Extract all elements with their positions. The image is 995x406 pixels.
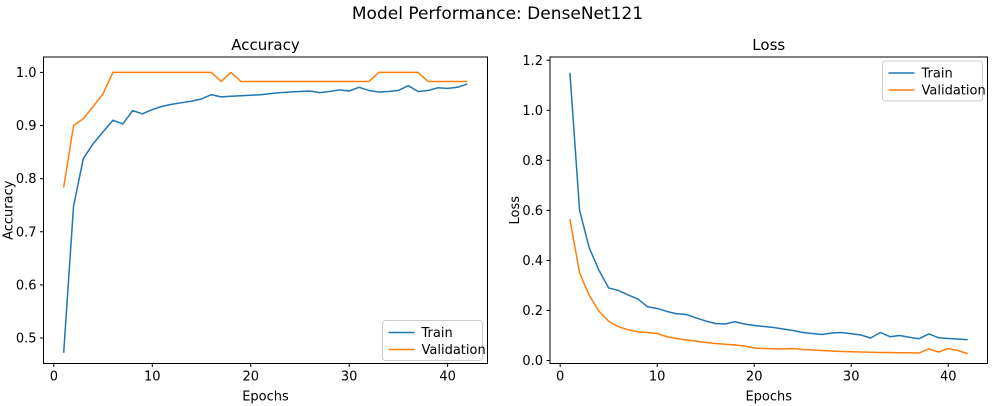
accuracy-xlabel: Epochs xyxy=(242,390,289,405)
legend-box xyxy=(382,320,483,361)
legend-label-validation: Validation xyxy=(422,343,486,358)
y-tick-label: 1.0 xyxy=(16,66,37,81)
validation-line xyxy=(569,218,968,355)
x-tick-label: 0 xyxy=(50,370,58,385)
axes-box xyxy=(43,56,488,364)
x-tick-label: 10 xyxy=(144,370,161,385)
x-tick-label: 40 xyxy=(940,370,957,385)
y-tick-label: 1.2 xyxy=(522,54,543,69)
accuracy-legend: Train Validation xyxy=(382,320,486,361)
legend-box xyxy=(882,60,983,102)
y-tick-label: 0.9 xyxy=(16,119,37,134)
loss-xlabel: Epochs xyxy=(745,390,792,405)
validation-line xyxy=(62,71,468,188)
y-tick-label: 0.8 xyxy=(522,154,543,169)
x-tick-label: 20 xyxy=(242,370,259,385)
y-tick-label: 0.4 xyxy=(522,254,543,269)
y-tick-label: 0.5 xyxy=(16,332,37,347)
y-tick-label: 1.0 xyxy=(522,104,543,119)
train-line xyxy=(569,72,968,341)
x-tick-label: 20 xyxy=(746,370,763,385)
legend-label-train: Train xyxy=(921,67,953,82)
y-tick-label: 0.6 xyxy=(522,204,543,219)
train-line xyxy=(62,83,468,353)
legend-label-validation: Validation xyxy=(922,84,986,99)
figure-title: Model Performance: DenseNet121 xyxy=(351,4,644,24)
y-tick-label: 0.8 xyxy=(16,172,37,187)
loss-title: Loss xyxy=(752,36,785,54)
loss-plot: 0 10 20 30 40 0.0 0.2 0.4 0.6 0.8 1.0 1.2 Loss Epochs… xyxy=(508,36,988,405)
x-tick-label: 30 xyxy=(341,370,358,385)
x-tick-label: 10 xyxy=(649,370,666,385)
x-tick-label: 40 xyxy=(439,370,456,385)
legend-label-train: Train xyxy=(421,326,453,341)
axes-box xyxy=(549,56,988,364)
loss-ylabel: Loss xyxy=(508,196,523,225)
loss-legend: Train Validation xyxy=(882,60,986,102)
accuracy-title: Accuracy xyxy=(231,36,300,54)
x-tick-label: 0 xyxy=(556,370,564,385)
accuracy-plot: 0 10 20 30 40 0.5 0.6 0.7 0.8 0.9 1.0 Accuracy Epoch… xyxy=(2,36,488,405)
y-tick-label: 0.7 xyxy=(16,225,37,240)
y-tick-label: 0.2 xyxy=(522,304,543,319)
accuracy-ylabel: Accuracy xyxy=(2,180,17,240)
y-tick-label: 0.0 xyxy=(522,354,543,369)
y-tick-label: 0.6 xyxy=(16,278,37,293)
x-tick-label: 30 xyxy=(843,370,860,385)
